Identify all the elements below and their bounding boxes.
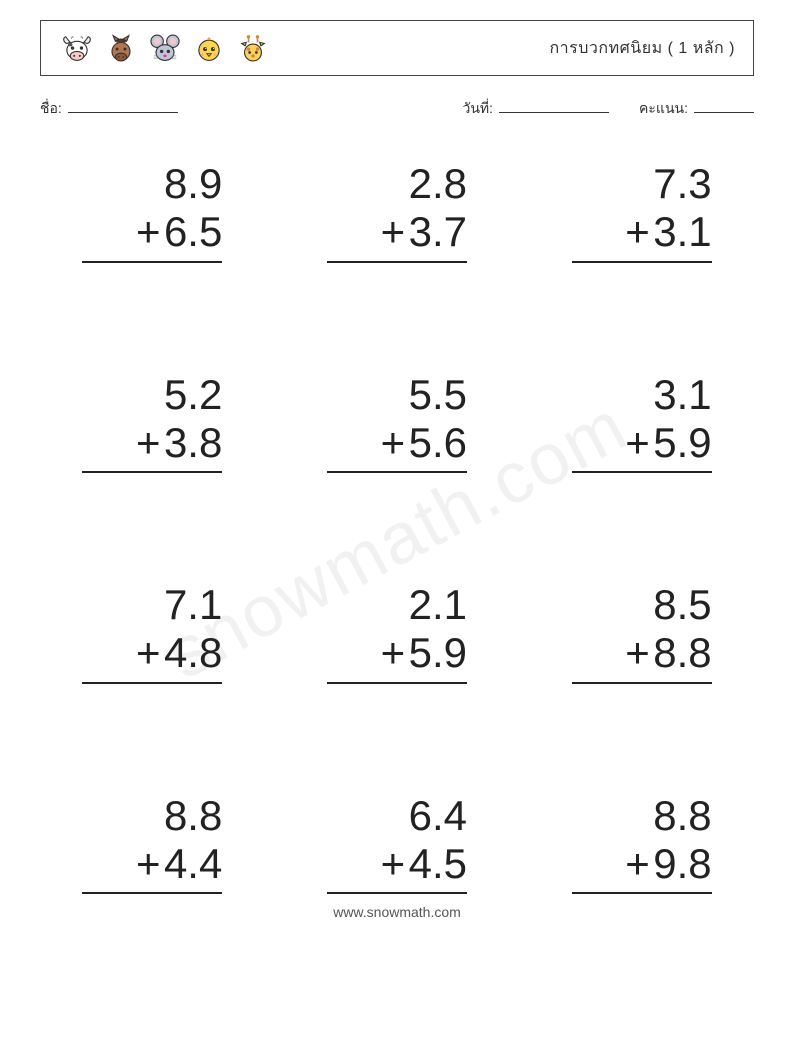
problem-top: 8.9 (82, 160, 222, 208)
problem-9: 8.5+8.8 (572, 581, 712, 722)
worksheet-title: การบวกทศนิยม ( 1 หลัก ) (549, 36, 735, 61)
footer-url: www.snowmath.com (40, 904, 754, 920)
problem-1: 8.9+6.5 (82, 160, 222, 301)
problem-top: 2.8 (327, 160, 467, 208)
problem-bottom: +3.1 (572, 208, 712, 256)
problem-8: 2.1+5.9 (327, 581, 467, 722)
problem-5: 5.5+5.6 (327, 371, 467, 512)
chick-icon (191, 30, 227, 66)
problem-bottom: +5.9 (572, 419, 712, 467)
horse-icon (103, 30, 139, 66)
name-label: ชื่อ: (40, 98, 62, 120)
problem-rule (327, 682, 467, 722)
date-label: วันที่: (462, 98, 493, 120)
problem-bottom: +4.8 (82, 629, 222, 677)
problem-bottom: +3.8 (82, 419, 222, 467)
problem-rule (82, 471, 222, 511)
problem-rule (327, 471, 467, 511)
problem-top: 8.8 (82, 792, 222, 840)
meta-row: ชื่อ: วันที่: คะแนน: (40, 98, 754, 120)
problem-2: 2.8+3.7 (327, 160, 467, 301)
problem-bottom: +5.9 (327, 629, 467, 677)
problem-bottom: +4.5 (327, 840, 467, 888)
header-icons (59, 30, 271, 66)
problem-rule (82, 682, 222, 722)
problem-top: 7.3 (572, 160, 712, 208)
problem-top: 3.1 (572, 371, 712, 419)
cow-icon (59, 30, 95, 66)
problem-top: 8.5 (572, 581, 712, 629)
problem-bottom: +4.4 (82, 840, 222, 888)
header-bar: การบวกทศนิยม ( 1 หลัก ) (40, 20, 754, 76)
problem-bottom: +3.7 (327, 208, 467, 256)
problem-top: 7.1 (82, 581, 222, 629)
problem-4: 5.2+3.8 (82, 371, 222, 512)
problem-3: 7.3+3.1 (572, 160, 712, 301)
problem-bottom: +9.8 (572, 840, 712, 888)
problem-top: 5.2 (82, 371, 222, 419)
problem-bottom: +8.8 (572, 629, 712, 677)
problems-grid: 8.9+6.52.8+3.77.3+3.15.2+3.85.5+5.63.1+5… (40, 160, 754, 932)
score-blank[interactable] (694, 99, 754, 113)
problem-rule (572, 471, 712, 511)
problem-rule (572, 261, 712, 301)
date-blank[interactable] (499, 99, 609, 113)
problem-rule (82, 261, 222, 301)
worksheet-page: snowmath.com (0, 0, 794, 1053)
problem-6: 3.1+5.9 (572, 371, 712, 512)
name-blank[interactable] (68, 99, 178, 113)
problem-top: 8.8 (572, 792, 712, 840)
score-label: คะแนน: (639, 98, 688, 120)
meta-name: ชื่อ: (40, 98, 178, 120)
problem-top: 5.5 (327, 371, 467, 419)
mouse-icon (147, 30, 183, 66)
problem-bottom: +5.6 (327, 419, 467, 467)
problem-7: 7.1+4.8 (82, 581, 222, 722)
giraffe-icon (235, 30, 271, 66)
problem-rule (327, 261, 467, 301)
problem-rule (572, 682, 712, 722)
problem-top: 2.1 (327, 581, 467, 629)
problem-top: 6.4 (327, 792, 467, 840)
problem-bottom: +6.5 (82, 208, 222, 256)
